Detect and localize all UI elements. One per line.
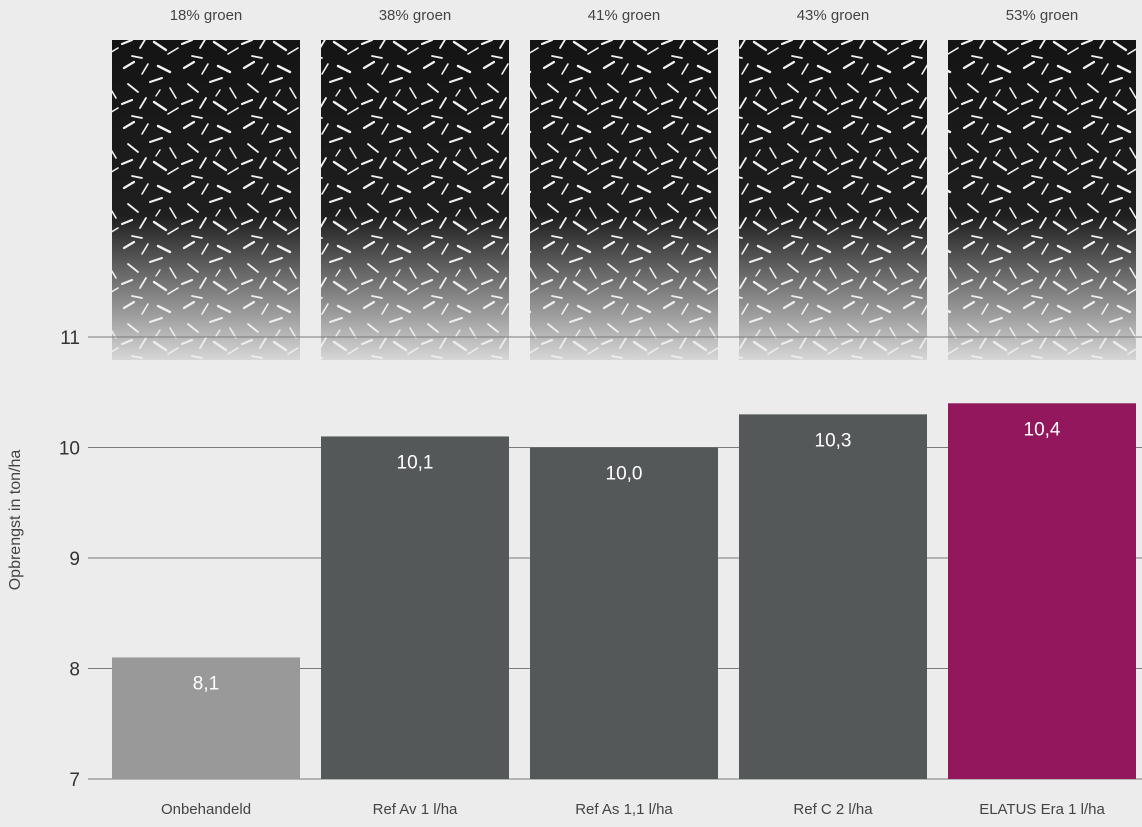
y-tick-label: 9 [69,549,80,570]
category-label: Ref As 1,1 l/ha [575,801,673,818]
category-label: ELATUS Era 1 l/ha [979,801,1105,818]
y-tick-label: 10 [59,439,80,460]
green-percentage-label: 43% groen [797,7,870,24]
green-percentage-label: 38% groen [379,7,452,24]
bar-value-label: 10,1 [397,452,434,473]
bar-value-label: 8,1 [193,673,219,694]
y-tick-label: 7 [69,770,80,791]
bar [321,436,509,779]
y-tick-label: 8 [69,660,80,681]
crop-photo [739,40,927,360]
category-label: Ref Av 1 l/ha [373,801,458,818]
bar [112,657,300,779]
green-percentage-label: 53% groen [1006,7,1079,24]
crop-photo [112,40,300,360]
y-tick-label: 11 [60,328,80,349]
crop-photo [948,40,1136,360]
green-percentage-label: 41% groen [588,7,661,24]
bar-value-label: 10,3 [815,430,852,451]
crop-photo [530,40,718,360]
y-axis-title: Opbrengst in ton/ha [7,450,24,591]
bar-value-label: 10,4 [1024,419,1061,440]
bar [739,414,927,779]
bar-value-label: 10,0 [606,464,643,485]
bar [948,403,1136,779]
category-label: Onbehandeld [161,801,251,818]
bar [530,447,718,779]
crop-photo [321,40,509,360]
green-percentage-label: 18% groen [170,7,243,24]
category-label: Ref C 2 l/ha [793,801,873,818]
